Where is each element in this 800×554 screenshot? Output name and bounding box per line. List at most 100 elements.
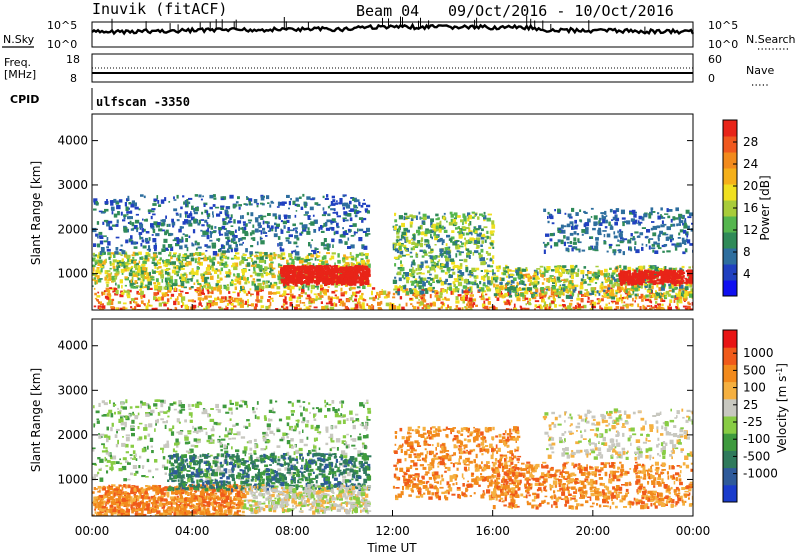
power-echo-cell bbox=[638, 269, 641, 273]
power-echo-cell bbox=[576, 233, 580, 236]
power-echo-cell bbox=[244, 231, 248, 235]
power-echo-cell bbox=[238, 238, 241, 243]
power-echo-cell bbox=[162, 261, 165, 264]
power-echo-cell bbox=[217, 274, 220, 279]
power-echo-cell bbox=[569, 294, 574, 297]
power-echo-cell bbox=[122, 219, 126, 222]
power-echo-cell bbox=[656, 292, 660, 296]
power-echo-cell bbox=[690, 276, 693, 280]
power-echo-cell bbox=[108, 294, 112, 297]
power-echo-cell bbox=[288, 234, 293, 238]
power-echo-cell bbox=[94, 273, 97, 276]
power-echo-cell bbox=[653, 280, 657, 284]
power-echo-cell bbox=[469, 250, 472, 253]
power-echo-cell bbox=[268, 284, 273, 288]
power-echo-cell bbox=[238, 302, 243, 306]
power-echo-cell bbox=[310, 284, 315, 290]
power-echo-cell bbox=[228, 247, 233, 250]
power-echo-cell bbox=[334, 303, 338, 307]
power-echo-cell bbox=[416, 215, 418, 220]
power-echo-cell bbox=[336, 200, 338, 203]
power-echo-cell bbox=[544, 245, 547, 248]
power-echo-cell bbox=[404, 228, 409, 232]
power-echo-cell bbox=[366, 204, 371, 208]
power-echo-cell bbox=[224, 212, 227, 215]
power-echo-cell bbox=[398, 254, 402, 257]
power-echo-cell bbox=[616, 279, 619, 282]
power-echo-cell bbox=[644, 236, 647, 239]
power-echo-cell bbox=[332, 212, 337, 214]
power-echo-cell bbox=[510, 308, 513, 310]
power-echo-cell bbox=[501, 277, 505, 282]
power-echo-cell bbox=[296, 267, 299, 271]
power-echo-cell bbox=[486, 272, 488, 277]
power-echo-cell bbox=[467, 273, 472, 276]
power-echo-cell bbox=[513, 303, 516, 308]
power-echo-cell bbox=[534, 308, 536, 310]
power-echo-cell bbox=[366, 210, 370, 214]
power-echo-cell bbox=[507, 270, 509, 275]
power-echo-cell bbox=[551, 222, 555, 225]
power-echo-cell bbox=[493, 274, 496, 276]
power-echo-cell bbox=[662, 282, 664, 286]
power-echo-cell bbox=[209, 259, 214, 263]
power-echo-cell bbox=[547, 220, 550, 224]
power-echo-cell bbox=[158, 204, 162, 207]
power-echo-cell bbox=[610, 287, 613, 290]
power-echo-cell bbox=[314, 202, 319, 205]
power-echo-cell bbox=[102, 235, 107, 237]
power-echo-cell bbox=[153, 221, 158, 226]
power-echo-cell bbox=[321, 306, 326, 310]
power-echo-cell bbox=[658, 287, 662, 292]
power-echo-cell bbox=[621, 298, 623, 304]
power-echo-cell bbox=[613, 231, 616, 235]
power-echo-cell bbox=[203, 256, 208, 262]
power-echo-cell bbox=[298, 307, 302, 310]
power-echo-cell bbox=[518, 278, 522, 280]
power-echo-cell bbox=[151, 210, 155, 213]
power-echo-cell bbox=[347, 228, 351, 232]
power-echo-cell bbox=[410, 283, 415, 286]
power-echo-cell bbox=[424, 288, 428, 291]
power-echo-cell bbox=[409, 214, 413, 217]
power-echo-cell bbox=[279, 248, 285, 252]
power-echo-cell bbox=[348, 230, 351, 233]
power-echo-cell bbox=[300, 258, 304, 262]
power-echo-cell bbox=[591, 306, 596, 309]
power-colorbar-swatch bbox=[723, 152, 737, 169]
power-echo-cell bbox=[398, 303, 401, 307]
power-echo-cell bbox=[661, 299, 666, 302]
power-echo-cell bbox=[147, 281, 152, 286]
power-echo-cell bbox=[267, 230, 271, 232]
power-echo-cell bbox=[232, 236, 236, 242]
power-echo-cell bbox=[387, 295, 390, 298]
power-echo-cell bbox=[365, 274, 370, 278]
power-echo-cell bbox=[469, 231, 472, 235]
power-echo-cell bbox=[522, 299, 526, 302]
power-echo-cell bbox=[176, 240, 180, 244]
power-echo-cell bbox=[345, 257, 349, 261]
power-echo-cell bbox=[308, 253, 313, 256]
power-echo-cell bbox=[671, 288, 675, 293]
power-echo-cell bbox=[357, 269, 361, 273]
power-echo-cell bbox=[382, 290, 387, 295]
power-echo-cell bbox=[513, 286, 517, 291]
power-echo-cell bbox=[412, 275, 416, 279]
power-echo-cell bbox=[525, 289, 529, 293]
power-echo-cell bbox=[603, 285, 607, 289]
power-echo-cell bbox=[638, 215, 642, 220]
power-echo-cell bbox=[222, 220, 227, 226]
power-echo-cell bbox=[267, 225, 270, 229]
power-echo-cell bbox=[143, 195, 146, 199]
power-echo-cell bbox=[206, 234, 210, 240]
power-echo-cell bbox=[395, 224, 398, 226]
power-echo-cell bbox=[446, 220, 448, 223]
power-echo-cell bbox=[383, 296, 388, 299]
power-echo-cell bbox=[339, 304, 342, 306]
power-echo-cell bbox=[411, 216, 414, 219]
power-echo-cell bbox=[231, 265, 233, 268]
power-echo-cell bbox=[128, 202, 132, 205]
power-echo-cell bbox=[139, 226, 142, 230]
power-echo-cell bbox=[681, 291, 684, 296]
power-echo-cell bbox=[532, 275, 537, 278]
